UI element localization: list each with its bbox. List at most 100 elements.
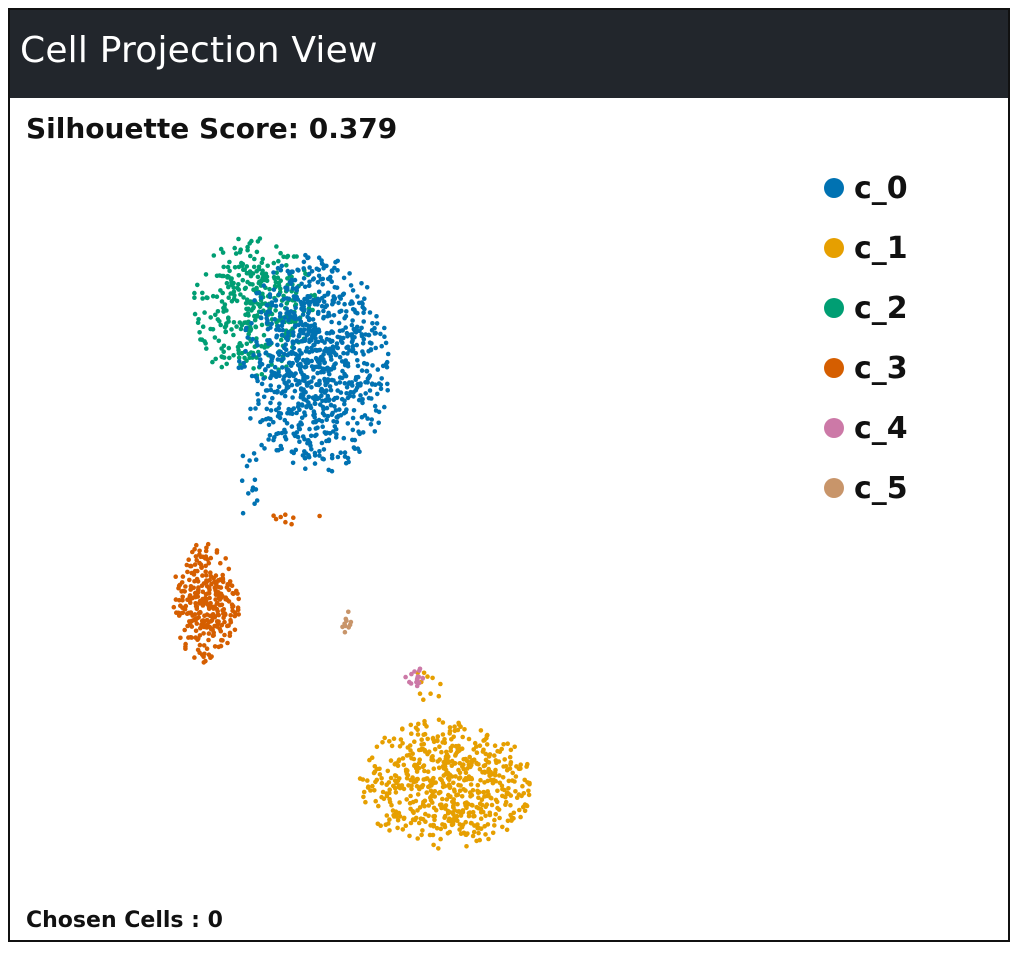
cell-point[interactable] <box>317 513 322 519</box>
cell-point[interactable] <box>385 388 391 393</box>
cell-point[interactable] <box>346 609 351 615</box>
cell-point[interactable] <box>221 305 226 311</box>
cell-point[interactable] <box>501 742 506 747</box>
cell-point[interactable] <box>220 638 225 643</box>
cell-point[interactable] <box>355 446 361 452</box>
cell-point[interactable] <box>461 787 466 792</box>
cell-point[interactable] <box>476 830 481 836</box>
cell-point[interactable] <box>342 401 347 407</box>
cell-point[interactable] <box>333 427 339 432</box>
cell-point[interactable] <box>344 309 349 314</box>
cell-point[interactable] <box>197 650 202 655</box>
cell-point[interactable] <box>331 313 337 318</box>
cell-point[interactable] <box>443 803 449 808</box>
cell-point[interactable] <box>350 307 356 312</box>
cell-point[interactable] <box>406 752 412 758</box>
cell-point[interactable] <box>362 306 367 312</box>
cell-point[interactable] <box>241 360 246 366</box>
cell-point[interactable] <box>397 814 403 819</box>
cell-point[interactable] <box>180 598 185 603</box>
cell-point[interactable] <box>305 360 311 366</box>
cell-point[interactable] <box>220 572 225 578</box>
cell-point[interactable] <box>322 360 327 366</box>
cell-point[interactable] <box>421 777 427 782</box>
cell-point[interactable] <box>219 299 225 304</box>
cell-point[interactable] <box>436 846 441 851</box>
cell-point[interactable] <box>244 306 249 312</box>
cell-point[interactable] <box>359 281 364 286</box>
cell-point[interactable] <box>227 259 232 265</box>
cell-point[interactable] <box>180 610 186 615</box>
cell-point[interactable] <box>274 335 279 340</box>
cell-point[interactable] <box>271 437 276 443</box>
cell-point[interactable] <box>259 260 265 265</box>
cell-point[interactable] <box>378 331 383 337</box>
cell-point[interactable] <box>180 605 185 610</box>
cell-point[interactable] <box>372 331 378 336</box>
cell-point[interactable] <box>253 314 258 319</box>
cell-point[interactable] <box>302 455 308 461</box>
cell-point[interactable] <box>243 348 248 354</box>
cell-point[interactable] <box>420 764 426 770</box>
cell-point[interactable] <box>438 789 443 795</box>
cell-point[interactable] <box>467 810 473 815</box>
cell-point[interactable] <box>182 627 187 633</box>
cell-point[interactable] <box>298 327 304 333</box>
cell-point[interactable] <box>443 771 448 777</box>
cell-point[interactable] <box>463 819 469 825</box>
cell-point[interactable] <box>359 333 365 339</box>
cell-point[interactable] <box>323 378 329 384</box>
cell-point[interactable] <box>272 364 278 370</box>
cell-point[interactable] <box>327 384 333 389</box>
cell-point[interactable] <box>350 318 355 323</box>
cell-point[interactable] <box>505 818 511 824</box>
cell-point[interactable] <box>310 349 315 354</box>
cell-point[interactable] <box>409 786 414 792</box>
cell-point[interactable] <box>255 391 260 397</box>
cell-point[interactable] <box>393 812 398 817</box>
cell-point[interactable] <box>344 330 350 336</box>
cell-point[interactable] <box>450 743 455 749</box>
cell-point[interactable] <box>232 610 238 615</box>
cell-point[interactable] <box>268 387 274 393</box>
cell-point[interactable] <box>369 396 374 401</box>
cell-point[interactable] <box>306 309 312 314</box>
cell-point[interactable] <box>217 273 222 278</box>
cell-point[interactable] <box>203 272 209 277</box>
cell-point[interactable] <box>280 365 285 370</box>
cell-point[interactable] <box>489 795 494 801</box>
cell-point[interactable] <box>490 830 496 836</box>
cell-point[interactable] <box>503 799 509 805</box>
cell-point[interactable] <box>522 808 528 814</box>
cell-point[interactable] <box>415 792 421 797</box>
cell-point[interactable] <box>280 327 286 333</box>
cell-point[interactable] <box>321 352 326 357</box>
cell-point[interactable] <box>235 285 240 291</box>
cell-point[interactable] <box>252 317 258 323</box>
cell-point[interactable] <box>263 350 268 356</box>
cell-point[interactable] <box>226 623 231 628</box>
cell-point[interactable] <box>353 377 359 383</box>
cell-point[interactable] <box>261 376 266 381</box>
cell-point[interactable] <box>461 830 467 836</box>
cell-point[interactable] <box>455 727 461 733</box>
cell-point[interactable] <box>355 358 360 363</box>
cell-point[interactable] <box>309 447 314 452</box>
cell-point[interactable] <box>396 757 402 762</box>
cell-point[interactable] <box>433 807 439 813</box>
cell-point[interactable] <box>485 759 491 765</box>
cell-point[interactable] <box>463 770 469 776</box>
cell-point[interactable] <box>342 398 347 404</box>
cell-point[interactable] <box>513 789 518 794</box>
cell-point[interactable] <box>313 299 318 305</box>
cell-point[interactable] <box>202 310 207 315</box>
cell-point[interactable] <box>192 562 198 567</box>
cell-point[interactable] <box>315 425 320 431</box>
cell-point[interactable] <box>242 267 247 272</box>
cell-point[interactable] <box>475 782 481 788</box>
cell-point[interactable] <box>350 427 356 433</box>
cell-point[interactable] <box>254 336 259 341</box>
cell-point[interactable] <box>469 759 474 764</box>
cell-point[interactable] <box>327 350 332 356</box>
cell-point[interactable] <box>311 409 317 414</box>
